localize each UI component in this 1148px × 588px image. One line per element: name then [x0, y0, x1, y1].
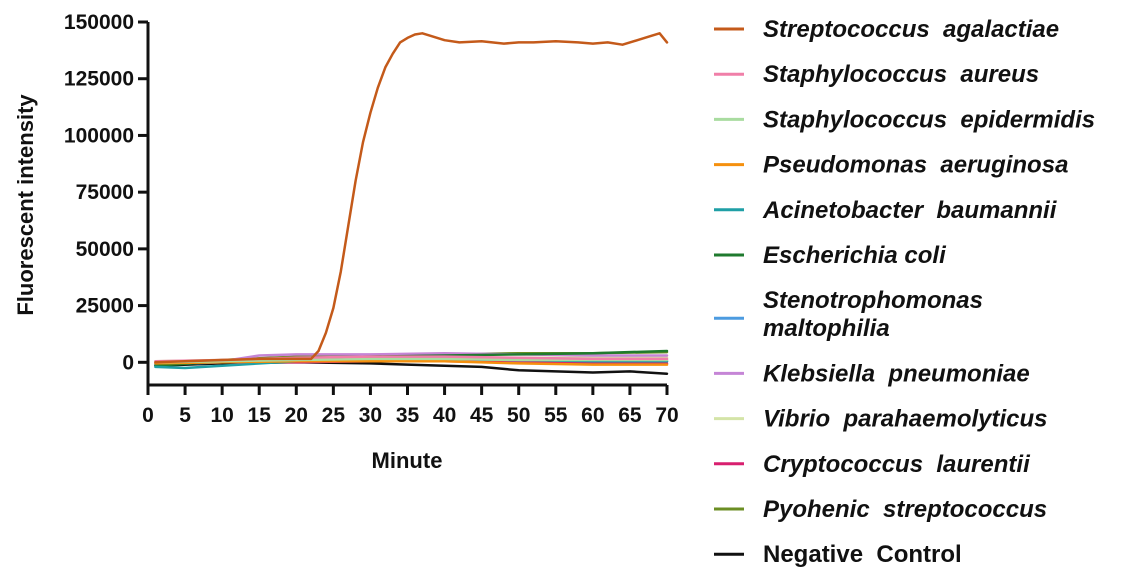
- x-axis-title: Minute: [372, 448, 443, 473]
- legend-item-cryptococcus-laurentii: Cryptococcus laurentii: [714, 451, 1031, 478]
- legend-label: Negative Control: [763, 541, 962, 568]
- legend-label: Klebsiella pneumoniae: [763, 360, 1030, 387]
- y-axis-title: Fluorescent intensity: [13, 94, 38, 316]
- legend-item-vibrio-parahaemolyticus: Vibrio parahaemolyticus: [714, 406, 1048, 433]
- legend-item-staphylococcus-epidermidis: Staphylococcus epidermidis: [714, 106, 1095, 133]
- x-tick-label: 40: [433, 404, 456, 427]
- y-tick-label: 150000: [64, 11, 134, 34]
- x-tick-label: 20: [285, 404, 308, 427]
- legend: Streptococcus agalactiae Staphylococcus a…: [714, 16, 1095, 568]
- x-tick-label: 15: [248, 404, 272, 427]
- y-tick-label: 75000: [76, 181, 134, 204]
- legend-item-acinetobacter-baumannii: Acinetobacter baumannii: [714, 197, 1058, 224]
- x-tick-label: 0: [142, 404, 154, 427]
- x-tick-label: 30: [359, 404, 382, 427]
- x-tick-label: 45: [470, 404, 494, 427]
- legend-item-pseudomonas-aeruginosa: Pseudomonas aeruginosa: [714, 152, 1068, 179]
- series-line-staphylococcus-epidermidis: [154, 357, 669, 364]
- legend-label: Stenotrophomonas: [763, 287, 983, 314]
- y-tick-label: 0: [122, 351, 134, 374]
- x-tick-label: 60: [581, 404, 604, 427]
- legend-label: Staphylococcus epidermidis: [763, 106, 1095, 133]
- legend-label: Vibrio parahaemolyticus: [763, 406, 1048, 433]
- legend-label: Streptococcus agalactiae: [763, 16, 1059, 43]
- x-tick-label: 65: [618, 404, 642, 427]
- x-tick-label: 5: [179, 404, 191, 427]
- y-ticks: 0 25000 50000 75000 100000 125000 150000: [64, 11, 148, 374]
- legend-item-klebsiella-pneumoniae: Klebsiella pneumoniae: [714, 360, 1030, 387]
- y-tick-label: 25000: [76, 295, 134, 318]
- legend-item-staphylococcus-aureus: Staphylococcus aureus: [714, 61, 1039, 88]
- x-tick-label: 35: [396, 404, 420, 427]
- series-line-streptococcus-agalactiae: [154, 32, 669, 364]
- legend-label: Pseudomonas aeruginosa: [763, 152, 1068, 179]
- x-tick-label: 50: [507, 404, 530, 427]
- legend-label: Staphylococcus aureus: [763, 61, 1039, 88]
- legend-item-pyohenic-streptococcus: Pyohenic streptococcus: [714, 496, 1047, 523]
- legend-label: Pyohenic streptococcus: [763, 496, 1047, 523]
- legend-item-negative-control: Negative Control: [714, 541, 962, 568]
- y-tick-label: 50000: [76, 238, 134, 261]
- legend-label: Cryptococcus laurentii: [763, 451, 1031, 478]
- x-tick-label: 55: [544, 404, 568, 427]
- axes: [146, 22, 667, 387]
- legend-label: Escherichia coli: [763, 242, 947, 269]
- x-tick-label: 70: [655, 404, 678, 427]
- legend-label: maltophilia: [763, 315, 890, 342]
- series-lines: [154, 32, 669, 375]
- legend-item-escherichia-coli: Escherichia coli: [714, 242, 947, 269]
- legend-item-streptococcus-agalactiae: Streptococcus agalactiae: [714, 16, 1059, 43]
- y-tick-label: 100000: [64, 124, 134, 147]
- x-tick-label: 10: [210, 404, 233, 427]
- legend-label: Acinetobacter baumannii: [762, 197, 1058, 224]
- x-ticks: 0 5 10 15 20 25 30 35 40 45 50 55 60 65 70: [142, 385, 679, 427]
- x-tick-label: 25: [322, 404, 346, 427]
- y-tick-label: 125000: [64, 68, 134, 91]
